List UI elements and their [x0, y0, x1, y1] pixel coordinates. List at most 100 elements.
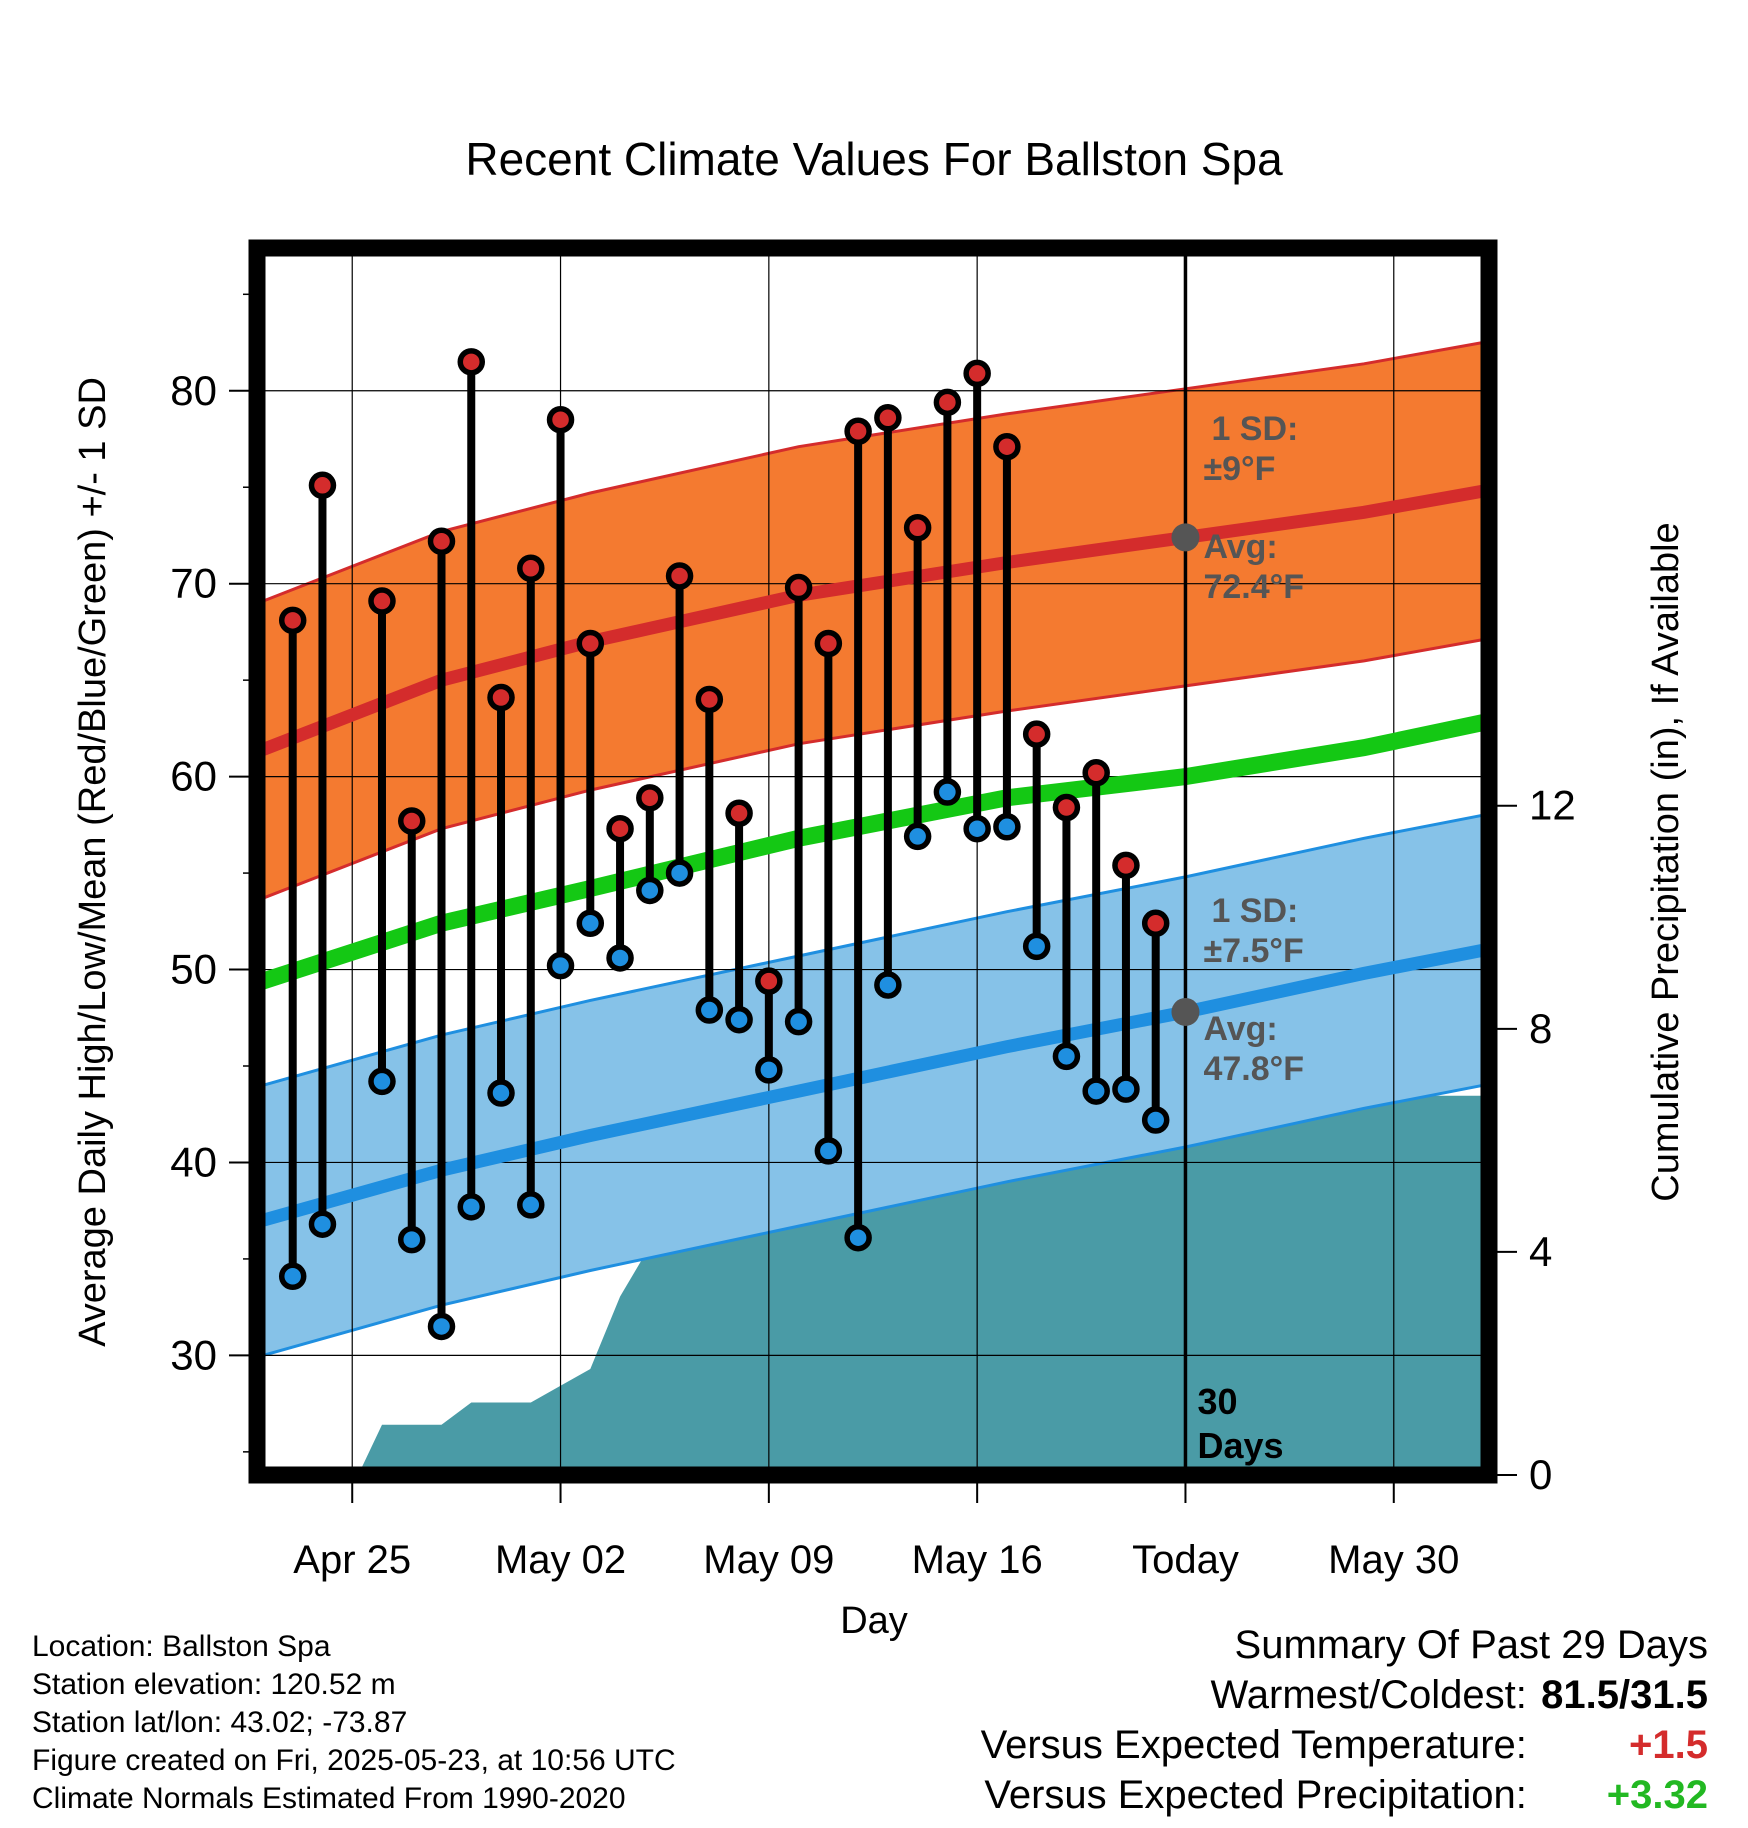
daily-high-point	[368, 587, 396, 615]
high-band	[263, 342, 1483, 899]
summary-temp-row: Versus Expected Temperature: +1.5	[981, 1720, 1708, 1770]
y2-axis-label: Cumulative Precipitation (in), If Availa…	[1645, 522, 1687, 1201]
high-avg-annotation-line-0: Avg:	[1203, 528, 1277, 566]
daily-high-point	[606, 814, 634, 843]
daily-high-point	[844, 417, 872, 446]
normal-high-line	[260, 484, 1485, 756]
daily-low-point	[278, 1262, 307, 1291]
info-elevation: Station elevation: 120.52 m	[32, 1668, 396, 1701]
today-label-line-0: 30	[1197, 1381, 1237, 1422]
high-band-lower-edge	[262, 638, 1484, 900]
daily-high-point	[576, 629, 605, 658]
daily-high-point	[487, 683, 515, 712]
daily-low-point	[1112, 1075, 1140, 1103]
low-sd-annotation-line-0: 1 SD:	[1211, 892, 1298, 930]
daily-low-point	[1052, 1042, 1081, 1071]
high-sd-annotation-line-1: ±9°F	[1203, 450, 1275, 488]
daily-high-point	[517, 554, 545, 583]
y-tick-label: 80	[170, 367, 217, 414]
summary-precip-row: Versus Expected Precipitation: +3.32	[981, 1770, 1708, 1820]
summary-precip-label: Versus Expected Precipitation:	[984, 1773, 1527, 1817]
daily-low-point	[487, 1079, 515, 1107]
daily-high-point	[546, 405, 575, 434]
today-low-normal-marker	[1171, 997, 1200, 1026]
daily-high-point	[784, 573, 813, 602]
chart-title: Recent Climate Values For Ballston Spa	[465, 133, 1283, 185]
daily-low-point	[755, 1056, 783, 1084]
daily-low-point	[874, 971, 902, 999]
normal-low-line	[261, 943, 1485, 1227]
low-band-lower-edge	[262, 1083, 1484, 1357]
y2-tick-label: 0	[1529, 1451, 1552, 1498]
high-sd-annotation-line-0: 1 SD:	[1211, 410, 1298, 448]
daily-low-point	[784, 1007, 813, 1036]
daily-low-point	[368, 1067, 396, 1096]
daily-low-point	[457, 1193, 486, 1221]
low-band	[263, 815, 1483, 1356]
y2-tick-label: 4	[1529, 1228, 1552, 1275]
daily-low-point	[695, 996, 724, 1024]
daily-high-point	[427, 527, 456, 555]
summary-title: Summary Of Past 29 Days	[1234, 1623, 1708, 1667]
x-tick-label: Apr 25	[293, 1538, 411, 1582]
daily-low-point	[427, 1312, 456, 1341]
x-tick-label: May 09	[703, 1538, 834, 1582]
daily-low-point	[844, 1223, 872, 1252]
daily-high-point	[1022, 720, 1051, 748]
daily-low-point	[1141, 1106, 1170, 1134]
daily-low-point	[546, 951, 575, 980]
y2-tick-label: 8	[1529, 1005, 1552, 1052]
y-tick-label: 70	[170, 560, 217, 607]
station-info: Location: Ballston Spa Station elevation…	[32, 1628, 676, 1818]
daily-high-point	[636, 784, 664, 812]
x-tick-label: May 16	[912, 1538, 1043, 1582]
summary-precip-value: +3.32	[1606, 1773, 1708, 1817]
daily-low-point	[814, 1137, 843, 1165]
daily-low-point	[903, 822, 932, 851]
info-latlon: Station lat/lon: 43.02; -73.87	[32, 1706, 408, 1739]
daily-high-point	[665, 562, 694, 590]
low-avg-annotation-line-1: 47.8°F	[1203, 1050, 1304, 1088]
daily-low-point	[308, 1210, 337, 1238]
daily-low-point	[993, 813, 1021, 841]
normal-mean-line	[260, 714, 1485, 990]
daily-low-point	[963, 814, 991, 843]
summary-warmest-value: 81.5/31.5	[1541, 1673, 1708, 1717]
daily-low-point	[725, 1005, 753, 1034]
daily-high-point	[457, 348, 486, 376]
daily-low-point	[933, 778, 962, 806]
daily-low-point	[397, 1225, 426, 1254]
daily-high-point	[308, 471, 337, 500]
daily-high-point	[993, 432, 1021, 461]
precip-area	[263, 1095, 1483, 1475]
x-tick-label: Today	[1132, 1538, 1239, 1582]
daily-high-point	[1141, 909, 1170, 937]
daily-low-point	[1082, 1077, 1110, 1105]
daily-low-point	[665, 859, 694, 887]
plot-frame	[248, 239, 1498, 1484]
daily-low-point	[517, 1191, 545, 1219]
daily-high-point	[397, 807, 426, 835]
daily-high-point	[755, 967, 783, 995]
daily-high-point	[725, 799, 753, 828]
daily-low-point	[606, 944, 634, 972]
daily-high-point	[874, 404, 902, 432]
high-avg-annotation-line-1: 72.4°F	[1203, 568, 1304, 606]
daily-high-point	[1052, 793, 1081, 822]
daily-low-point	[1022, 932, 1051, 961]
x-tick-label: May 30	[1328, 1538, 1459, 1582]
y-tick-label: 60	[170, 753, 217, 800]
daily-high-point	[814, 629, 843, 658]
x-tick-label: May 02	[495, 1538, 626, 1582]
info-normals: Climate Normals Estimated From 1990-2020	[32, 1782, 626, 1815]
y2-tick-label: 12	[1529, 782, 1576, 829]
y-axis-label: Average Daily High/Low/Mean (Red/Blue/Gr…	[72, 377, 114, 1347]
daily-high-point	[278, 606, 307, 635]
info-created: Figure created on Fri, 2025-05-23, at 10…	[32, 1744, 676, 1777]
today-high-normal-marker	[1171, 523, 1200, 552]
daily-high-point	[1082, 759, 1110, 787]
high-band-upper-edge	[262, 341, 1484, 603]
y-tick-label: 40	[170, 1138, 217, 1185]
low-band-upper-edge	[262, 813, 1484, 1087]
